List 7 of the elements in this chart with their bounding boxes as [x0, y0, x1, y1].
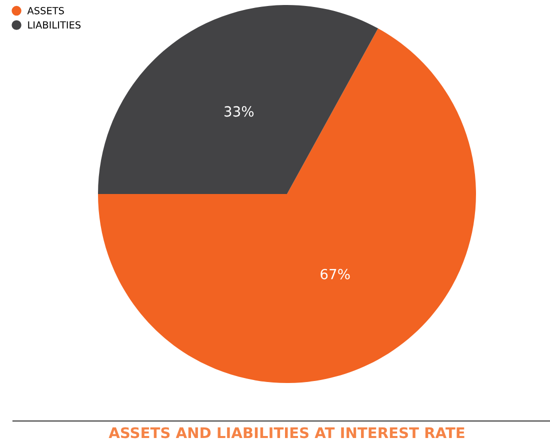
legend-label: ASSETS: [27, 6, 64, 14]
pie-slice: [98, 28, 476, 383]
data-label: 33%: [224, 106, 254, 117]
pie-slice: [98, 5, 378, 194]
text: ASSETS AND LIABILITIES AT INTEREST RATE: [108, 427, 464, 438]
legend-label: LIABILITIES: [28, 21, 81, 29]
data-label: 67%: [320, 268, 350, 280]
